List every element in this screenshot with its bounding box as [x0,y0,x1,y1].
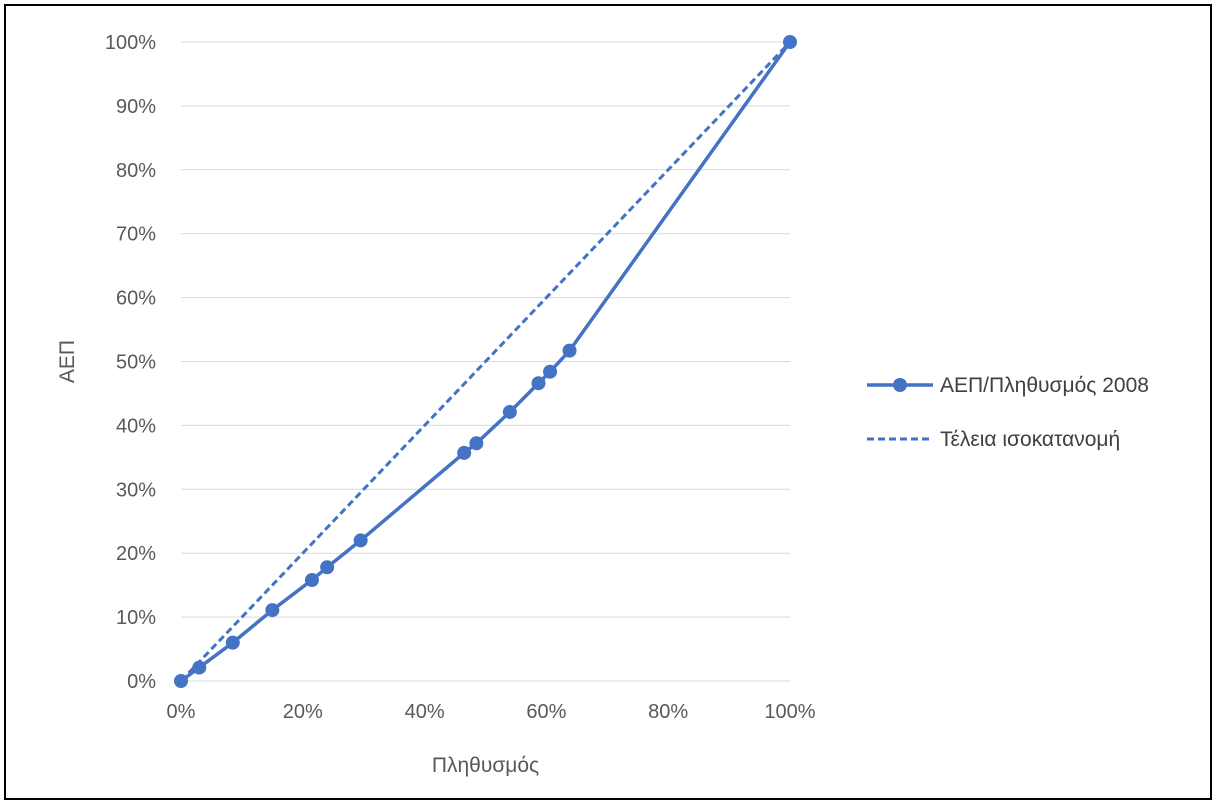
y-tick-label: 0% [127,671,156,693]
data-point [457,445,472,460]
x-tick-label: 40% [405,701,445,723]
x-axis-ticks: 0% 20% 40% 60% 80% 100% [167,701,816,723]
legend-label: Τέλεια ισοκατανομή [940,428,1120,451]
gridlines [181,41,790,682]
y-tick-label: 10% [116,607,156,629]
y-tick-label: 70% [116,224,156,246]
y-axis-ticks: 0% 10% 20% 30% 40% 50% 60% 70% 80% 90% 100% [105,32,156,693]
legend-label: ΑΕΠ/Πληθυσμός 2008 [940,374,1149,397]
data-point [304,573,319,588]
y-tick-label: 90% [116,96,156,118]
y-tick-label: 20% [116,543,156,565]
series-layer [174,35,797,688]
x-axis-title: Πληθυσμός [432,754,539,777]
data-point [502,404,517,419]
data-point [353,533,368,548]
y-tick-label: 60% [116,288,156,310]
data-point [469,436,484,451]
y-tick-label: 40% [116,415,156,437]
data-point [543,364,558,379]
x-tick-label: 100% [764,701,815,723]
data-point [562,343,577,358]
data-point [265,603,280,618]
y-tick-label: 30% [116,479,156,501]
y-tick-label: 50% [116,352,156,374]
data-point [531,376,546,391]
x-tick-label: 20% [283,701,323,723]
legend-marker [893,378,907,392]
x-tick-label: 80% [648,701,688,723]
series-line-equality [179,40,792,683]
y-tick-label: 80% [116,160,156,182]
data-point [225,635,240,650]
y-tick-label: 100% [105,32,156,54]
data-point [320,560,335,575]
x-tick-label: 60% [526,701,566,723]
x-tick-label: 0% [167,701,196,723]
y-axis-title: ΑΕΠ [56,340,79,383]
legend: ΑΕΠ/Πληθυσμός 2008 Τέλεια ισοκατανομή [867,374,1149,451]
